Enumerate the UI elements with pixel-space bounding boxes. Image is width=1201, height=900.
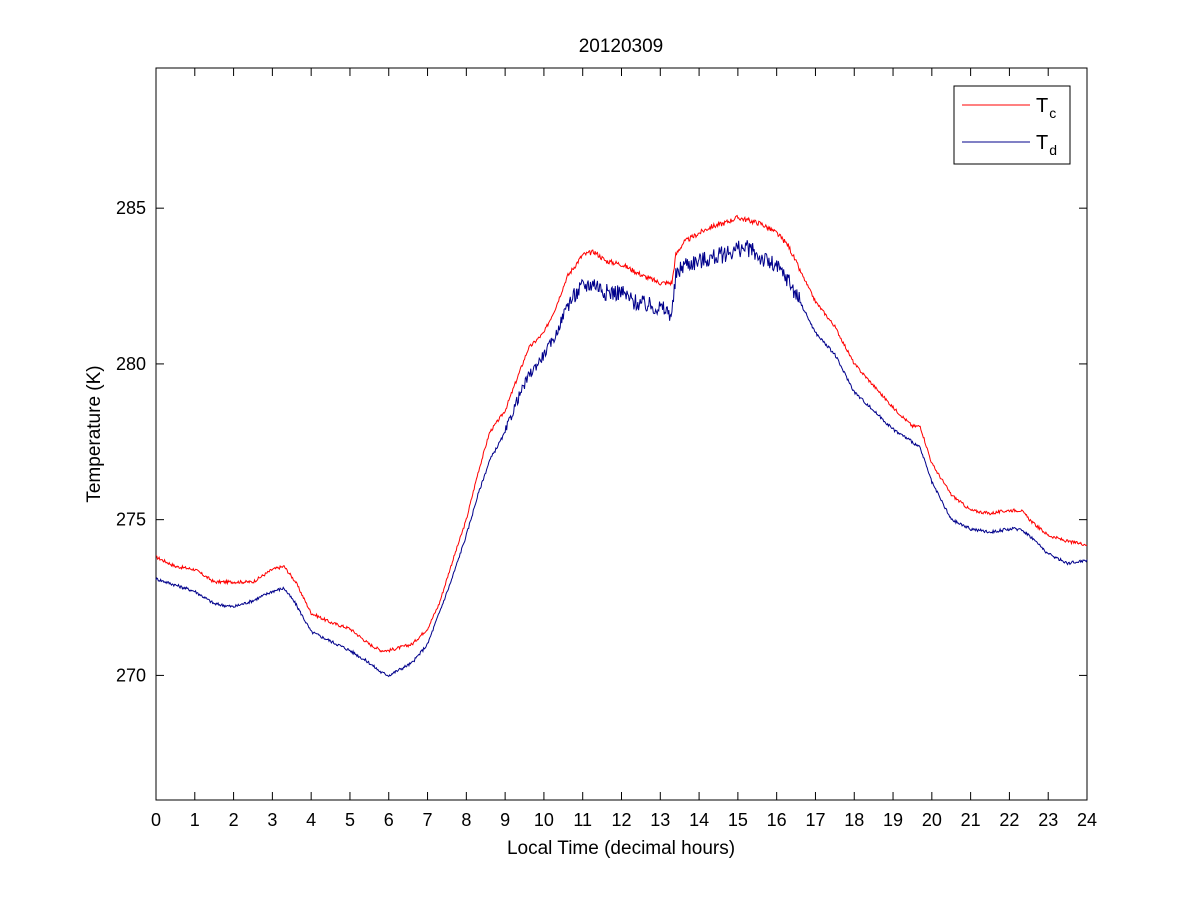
- x-tick-label: 14: [689, 810, 709, 830]
- x-tick-label: 3: [267, 810, 277, 830]
- x-tick-label: 22: [999, 810, 1019, 830]
- y-tick-label: 270: [116, 665, 146, 685]
- x-tick-label: 2: [229, 810, 239, 830]
- plot-area: [155, 67, 1088, 801]
- legend-label: Tc: [1036, 95, 1056, 121]
- legend-label-main: T: [1036, 132, 1048, 154]
- x-tick-label: 24: [1077, 810, 1097, 830]
- x-tick-label: 4: [306, 810, 316, 830]
- legend-label-main: T: [1036, 95, 1048, 117]
- legend-label: Td: [1036, 132, 1057, 158]
- y-axis: 270 275 280 285: [116, 198, 1087, 685]
- x-tick-label: 0: [151, 810, 161, 830]
- x-tick-label: 12: [611, 810, 631, 830]
- x-tick-label: 15: [728, 810, 748, 830]
- x-tick-label: 21: [961, 810, 981, 830]
- series-line-tc: [155, 214, 1088, 653]
- y-tick-label: 280: [116, 354, 146, 374]
- y-tick-label: 275: [116, 510, 146, 530]
- x-tick-label: 18: [844, 810, 864, 830]
- y-tick-label: 285: [116, 198, 146, 218]
- series-line-td: [155, 240, 1088, 678]
- x-tick-label: 7: [423, 810, 433, 830]
- x-tick-label: 19: [883, 810, 903, 830]
- x-axis: 0 1 2 3 4 5 6 7 8 9 10 11 12 13 14 15 16 17 18 19 20 21 22 23 24: [151, 68, 1097, 830]
- x-tick-label: 1: [190, 810, 200, 830]
- x-axis-label: Local Time (decimal hours): [507, 838, 735, 859]
- x-tick-label: 8: [461, 810, 471, 830]
- x-tick-label: 11: [573, 810, 592, 830]
- x-tick-label: 6: [384, 810, 394, 830]
- x-tick-label: 10: [534, 810, 554, 830]
- legend-label-subscript: d: [1049, 142, 1057, 158]
- chart-title: 20120309: [579, 36, 664, 57]
- x-tick-label: 23: [1038, 810, 1058, 830]
- x-tick-label: 5: [345, 810, 355, 830]
- y-axis-label: Temperature (K): [84, 365, 105, 502]
- legend-box: [953, 85, 1071, 165]
- series-layer: [155, 214, 1088, 678]
- x-tick-label: 16: [767, 810, 787, 830]
- x-tick-label: 17: [805, 810, 825, 830]
- legend-label-subscript: c: [1049, 105, 1056, 121]
- x-tick-label: 13: [650, 810, 670, 830]
- x-tick-label: 9: [500, 810, 510, 830]
- x-tick-label: 20: [922, 810, 942, 830]
